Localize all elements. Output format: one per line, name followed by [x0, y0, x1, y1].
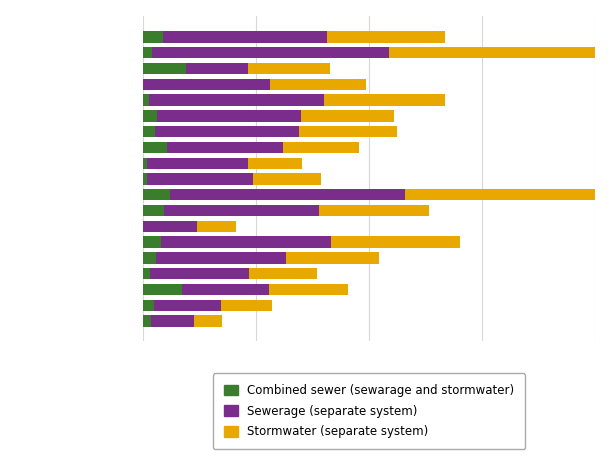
Bar [152, 47, 389, 58]
Bar [143, 220, 197, 232]
Bar [331, 236, 461, 248]
Bar [143, 268, 150, 279]
Bar [197, 220, 237, 232]
Bar [143, 79, 270, 90]
Bar [249, 268, 317, 279]
Bar [182, 284, 269, 295]
Bar [248, 63, 329, 74]
Bar [156, 252, 285, 264]
Bar [248, 157, 302, 169]
Bar [143, 94, 149, 106]
Bar [163, 31, 327, 42]
Bar [143, 110, 157, 122]
Bar [285, 252, 379, 264]
Legend: Combined sewer (sewarage and stormwater), Sewerage (separate system), Stormwater: Combined sewer (sewarage and stormwater)… [213, 374, 525, 449]
Bar [327, 31, 445, 42]
Bar [270, 79, 366, 90]
Bar [163, 205, 319, 216]
Bar [143, 63, 185, 74]
Bar [143, 157, 147, 169]
Bar [143, 252, 156, 264]
Bar [143, 236, 162, 248]
Bar [269, 284, 348, 295]
Bar [143, 31, 163, 42]
Bar [221, 300, 272, 311]
Bar [149, 94, 324, 106]
Bar [143, 189, 170, 201]
Bar [154, 300, 221, 311]
Bar [170, 189, 404, 201]
Bar [143, 142, 167, 153]
Bar [143, 284, 182, 295]
Bar [404, 189, 610, 201]
Bar [147, 157, 248, 169]
Bar [143, 205, 163, 216]
Bar [157, 110, 301, 122]
Bar [319, 205, 429, 216]
Bar [151, 316, 193, 327]
Bar [282, 142, 359, 153]
Bar [162, 236, 331, 248]
Bar [143, 47, 152, 58]
Bar [301, 110, 395, 122]
Bar [389, 47, 610, 58]
Bar [143, 126, 155, 138]
Bar [167, 142, 282, 153]
Bar [143, 300, 154, 311]
Bar [298, 126, 397, 138]
Bar [324, 94, 445, 106]
Bar [150, 268, 249, 279]
Bar [253, 173, 321, 185]
Bar [143, 173, 147, 185]
Bar [185, 63, 248, 74]
Bar [193, 316, 222, 327]
Bar [155, 126, 298, 138]
Bar [143, 316, 151, 327]
Bar [147, 173, 253, 185]
